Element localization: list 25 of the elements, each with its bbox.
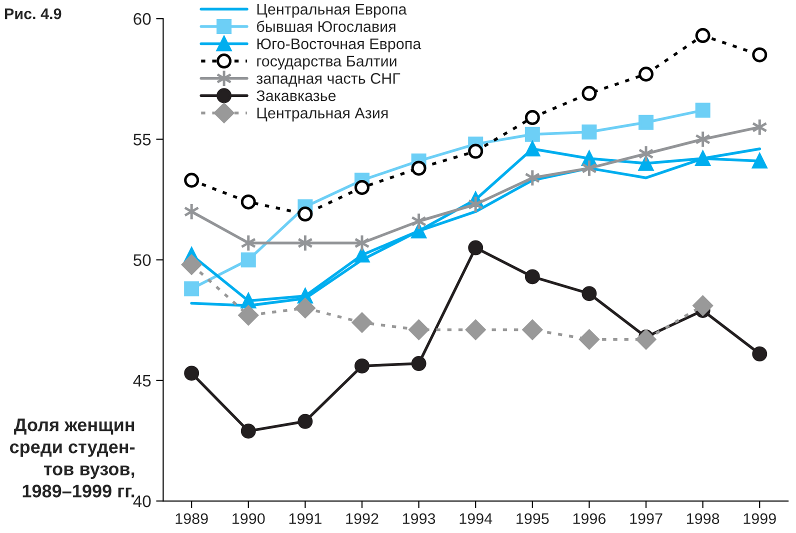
legend-label: Центральная Европа (257, 4, 407, 18)
y-tick-label: 50 (134, 254, 151, 266)
x-tick-label: 1992 (346, 513, 378, 524)
y-tick-label: 45 (133, 375, 151, 387)
x-tick-label: 1996 (573, 513, 606, 524)
x-tick-label: 1991 (289, 513, 322, 524)
y-tick-label: 55 (134, 134, 151, 146)
x-tick-label: 1998 (687, 513, 720, 524)
legend-label: государства Балтии (257, 56, 396, 70)
text: Доля женщин среди студен- тов вузов, 1989–1999 гг. (10, 418, 135, 498)
x-tick-label: 1990 (232, 513, 265, 524)
text: Рис. 4.9 (5, 8, 62, 20)
x-tick-label: 1994 (460, 513, 492, 524)
legend-label: Центральная Азия (257, 108, 388, 122)
y-tick-label: 60 (134, 13, 151, 25)
legend-label: бывшая Югославия (257, 20, 396, 32)
legend-label: Закавказье (256, 90, 336, 102)
x-tick-label: 1995 (516, 513, 549, 524)
x-tick-label: 1997 (630, 513, 662, 524)
x-tick-label: 1993 (402, 513, 436, 524)
legend-label: Юго-Восточная Европа (257, 38, 422, 52)
y-tick-label: 40 (133, 495, 151, 508)
legend-label: западная часть СНГ (256, 73, 400, 87)
x-tick-label: 1999 (744, 513, 776, 524)
x-tick-label: 1989 (176, 513, 208, 524)
